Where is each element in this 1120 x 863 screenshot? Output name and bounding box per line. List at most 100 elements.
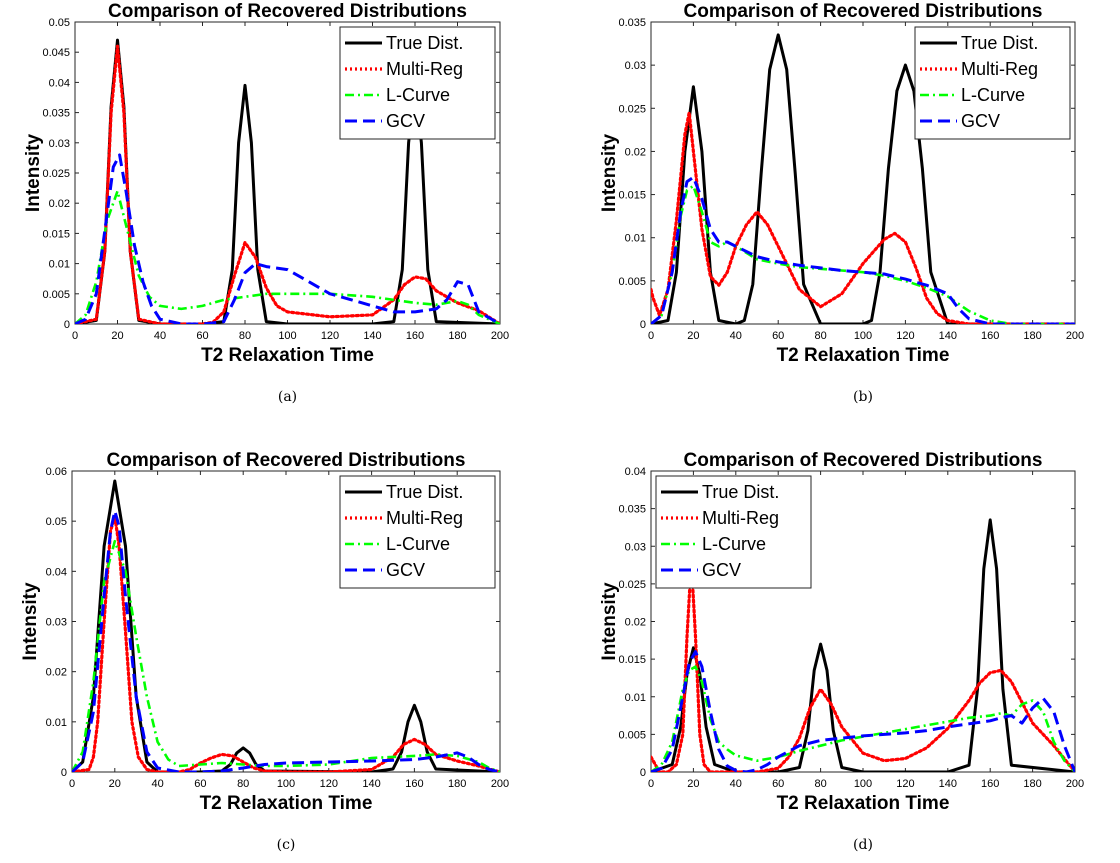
y-tick-label: 0.04	[46, 566, 67, 578]
x-axis-label: T2 Relaxation Time	[200, 793, 373, 814]
x-tick-label: 0	[69, 778, 75, 790]
x-tick-label: 160	[405, 778, 423, 790]
y-tick-label: 0.01	[46, 717, 67, 729]
legend-label: GCV	[386, 111, 425, 131]
y-tick-label: 0.025	[618, 103, 646, 115]
x-axis-label: T2 Relaxation Time	[777, 345, 950, 366]
series-line-l-curve	[651, 665, 1075, 772]
x-tick-label: 200	[491, 330, 509, 342]
y-tick-label: 0.015	[618, 654, 646, 666]
legend-label: GCV	[961, 111, 1000, 131]
x-tick-label: 200	[1066, 330, 1084, 342]
y-axis-label: Intensity	[599, 134, 620, 213]
chart-panel-c: 0 20 40 60 80 100 120 140 160 180 200 0 0.01 0.02 0.03…	[20, 450, 509, 853]
y-tick-label: 0.02	[49, 198, 70, 210]
panel-caption: (d)	[853, 837, 873, 853]
x-tick-label: 120	[896, 330, 914, 342]
y-tick-label: 0.035	[42, 108, 70, 120]
y-tick-label: 0.03	[625, 60, 646, 72]
y-tick-label: 0.035	[618, 17, 646, 29]
x-tick-label: 20	[687, 778, 699, 790]
x-tick-label: 180	[1023, 778, 1041, 790]
legend: True Dist. Multi-Reg L-Curve GCV	[655, 475, 812, 589]
legend-label: Multi-Reg	[386, 508, 463, 528]
series-line-multi-reg	[651, 110, 1075, 324]
chart-panel-d: 0 20 40 60 80 100 120 140 160 180 200 0 0.005 0.01 0.0…	[599, 450, 1084, 853]
x-tick-label: 100	[278, 330, 296, 342]
legend: True Dist. Multi-Reg L-Curve GCV	[339, 26, 496, 140]
y-tick-label: 0.03	[46, 617, 67, 629]
x-tick-label: 0	[72, 330, 78, 342]
x-tick-label: 20	[687, 330, 699, 342]
x-tick-label: 40	[151, 778, 163, 790]
y-tick-label: 0.015	[618, 190, 646, 202]
chart-title: Comparison of Recovered Distributions	[684, 1, 1043, 22]
y-tick-label: 0	[64, 319, 70, 331]
series-line-multi-reg	[651, 559, 1075, 772]
legend-label: True Dist.	[961, 33, 1038, 53]
x-tick-label: 180	[448, 778, 466, 790]
x-tick-label: 140	[939, 778, 957, 790]
x-tick-label: 120	[320, 778, 338, 790]
y-axis-label: Intensity	[23, 134, 44, 213]
y-tick-label: 0.005	[618, 729, 646, 741]
x-tick-label: 160	[406, 330, 424, 342]
x-tick-label: 180	[1023, 330, 1041, 342]
y-tick-label: 0.02	[625, 617, 646, 629]
series-line-gcv	[75, 153, 500, 324]
legend-label: L-Curve	[386, 85, 450, 105]
legend: True Dist. Multi-Reg L-Curve GCV	[914, 26, 1071, 140]
y-tick-label: 0.01	[625, 233, 646, 245]
series-group	[72, 479, 500, 772]
series-group	[651, 518, 1075, 772]
legend-label: L-Curve	[702, 534, 766, 554]
x-axis-label: T2 Relaxation Time	[201, 345, 374, 366]
legend: True Dist. Multi-Reg L-Curve GCV	[339, 475, 496, 589]
y-axis-label: Intensity	[599, 582, 620, 661]
legend-label: True Dist.	[386, 482, 463, 502]
legend-label: Multi-Reg	[702, 508, 779, 528]
x-tick-label: 200	[1066, 778, 1084, 790]
x-tick-label: 100	[854, 330, 872, 342]
chart-panel-b: 0 20 40 60 80 100 120 140 160 180 200 0 0.005 0.01 0.0…	[599, 1, 1084, 405]
x-tick-label: 80	[814, 778, 826, 790]
chart-title: Comparison of Recovered Distributions	[684, 450, 1043, 471]
y-tick-label: 0.01	[625, 692, 646, 704]
series-line-gcv	[72, 509, 500, 772]
x-tick-label: 180	[448, 330, 466, 342]
series-line-gcv	[651, 175, 1075, 324]
x-tick-label: 20	[109, 778, 121, 790]
y-tick-label: 0.03	[625, 541, 646, 553]
legend-label: Multi-Reg	[386, 59, 463, 79]
y-tick-label: 0.035	[618, 504, 646, 516]
x-tick-label: 100	[854, 778, 872, 790]
x-tick-label: 120	[896, 778, 914, 790]
y-tick-label: 0.05	[46, 516, 67, 528]
x-tick-label: 60	[196, 330, 208, 342]
legend-label: True Dist.	[386, 33, 463, 53]
x-axis-label: T2 Relaxation Time	[777, 793, 950, 814]
x-tick-label: 40	[730, 330, 742, 342]
y-tick-label: 0.01	[49, 259, 70, 271]
x-tick-label: 160	[981, 778, 999, 790]
x-tick-label: 40	[154, 330, 166, 342]
x-tick-label: 100	[277, 778, 295, 790]
x-tick-label: 20	[111, 330, 123, 342]
series-line-true-dist	[72, 479, 500, 772]
x-tick-label: 80	[237, 778, 249, 790]
chart-panel-a: 0 20 40 60 80 100 120 140 160 180 200 0 0.005 0.01 0.0…	[23, 1, 509, 405]
y-tick-label: 0	[61, 767, 67, 779]
y-tick-label: 0.02	[46, 667, 67, 679]
y-tick-label: 0.04	[49, 77, 70, 89]
y-tick-label: 0	[640, 767, 646, 779]
x-tick-label: 120	[321, 330, 339, 342]
y-tick-label: 0.025	[618, 579, 646, 591]
y-tick-label: 0	[640, 319, 646, 331]
y-axis-label: Intensity	[20, 582, 41, 661]
chart-title: Comparison of Recovered Distributions	[108, 1, 467, 22]
legend-label: L-Curve	[386, 534, 450, 554]
panel-caption: (c)	[277, 837, 296, 853]
legend-label: GCV	[386, 560, 425, 580]
series-line-true-dist	[651, 33, 1075, 324]
x-tick-label: 80	[814, 330, 826, 342]
